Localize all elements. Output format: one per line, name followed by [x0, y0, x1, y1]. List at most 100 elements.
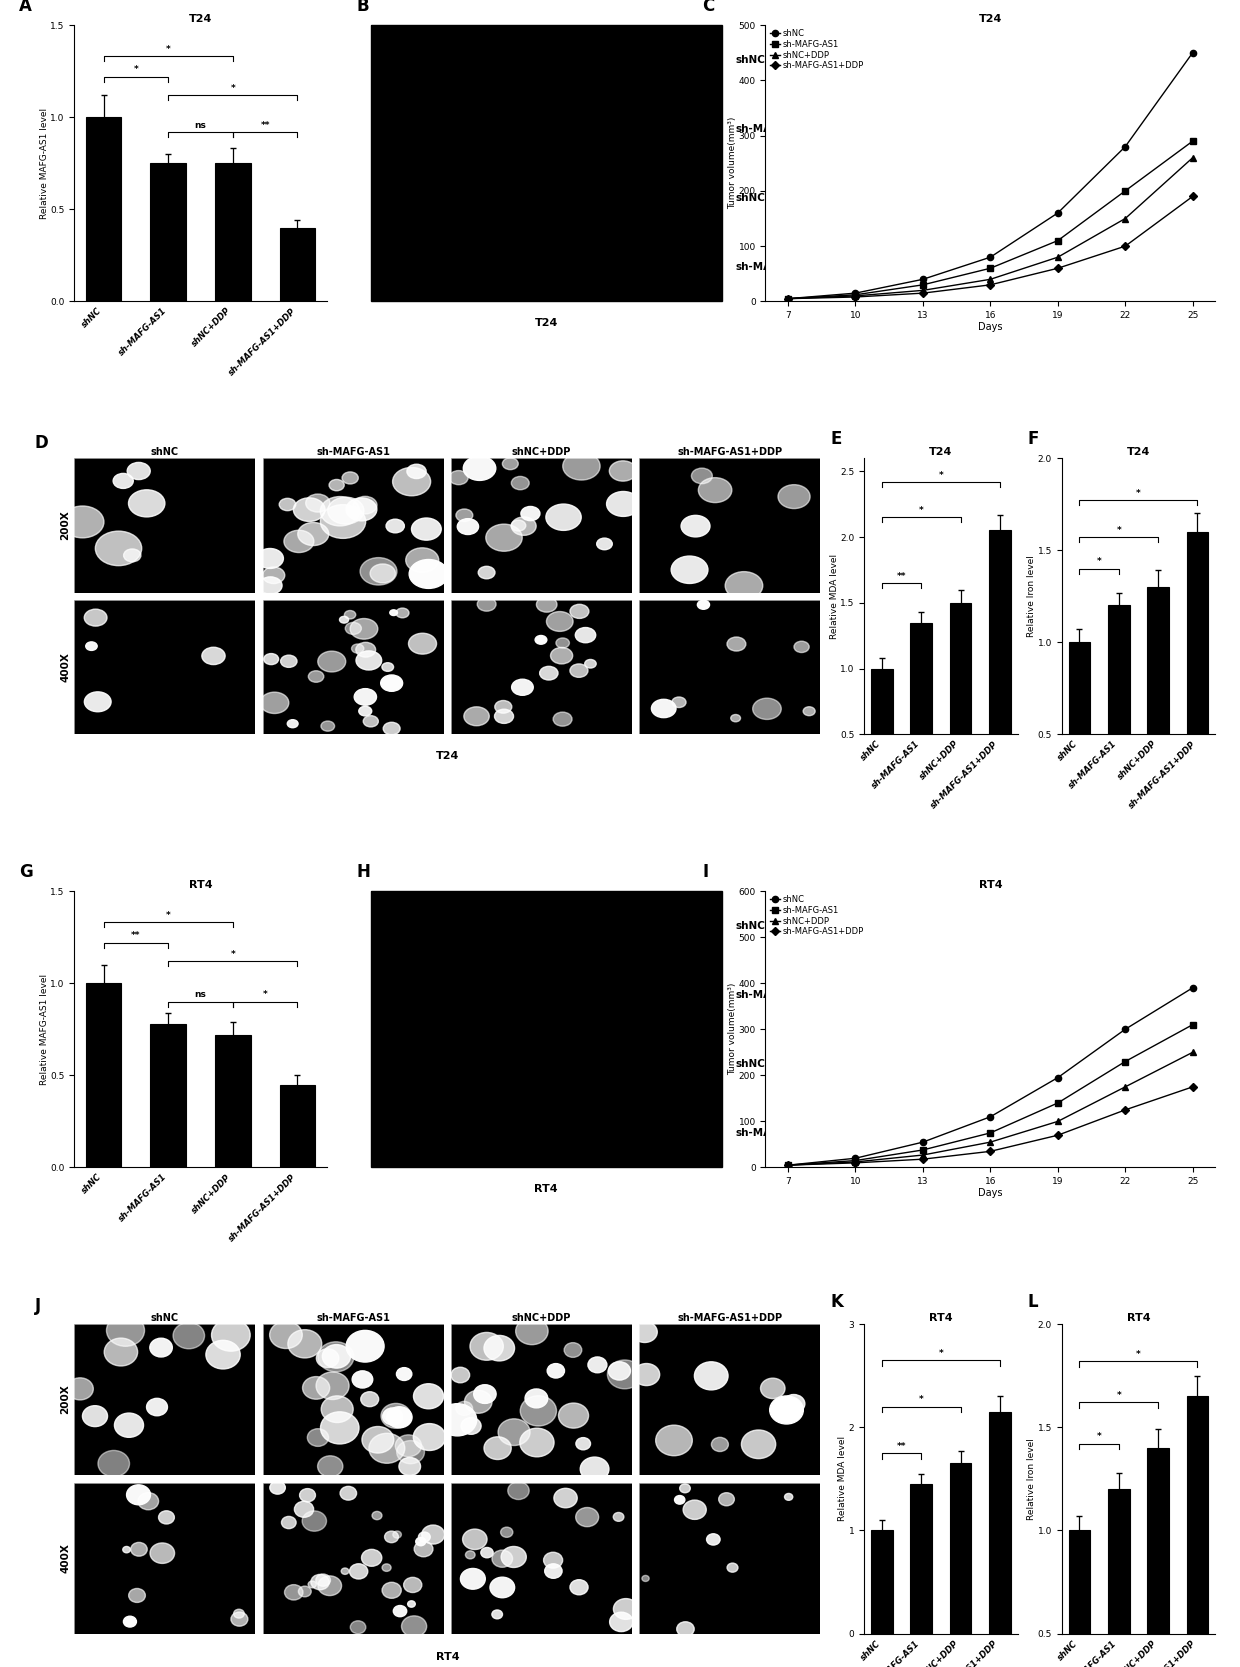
Circle shape [632, 1322, 657, 1342]
Circle shape [362, 1549, 382, 1567]
shNC [1117, 137, 1132, 157]
Circle shape [742, 1430, 776, 1459]
Text: sh-MAFG-AS1+DDP: sh-MAFG-AS1+DDP [735, 262, 848, 272]
shNC [780, 288, 795, 308]
sh-MAFG-AS1+DDP [848, 287, 863, 307]
shNC [983, 1107, 998, 1127]
Text: sh-MAFG-AS1: sh-MAFG-AS1 [735, 990, 815, 1000]
Line: shNC+DDP: shNC+DDP [785, 155, 1195, 302]
Circle shape [350, 618, 378, 638]
Circle shape [383, 1409, 401, 1422]
Circle shape [345, 622, 361, 635]
shNC+DDP [915, 1145, 930, 1165]
X-axis label: Days: Days [978, 1187, 1003, 1197]
Y-axis label: 200X: 200X [61, 510, 71, 540]
Circle shape [352, 1370, 373, 1389]
Circle shape [402, 1615, 427, 1637]
Circle shape [413, 1384, 444, 1409]
Circle shape [634, 1364, 660, 1385]
shNC [915, 270, 930, 290]
sh-MAFG-AS1+DDP [780, 288, 795, 308]
Circle shape [345, 610, 356, 618]
sh-MAFG-AS1+DDP [1050, 1125, 1065, 1145]
Circle shape [356, 642, 376, 657]
shNC+DDP [780, 288, 795, 308]
Text: *: * [919, 507, 924, 515]
Circle shape [124, 1617, 136, 1627]
Circle shape [570, 1580, 588, 1595]
Circle shape [104, 1339, 138, 1365]
Circle shape [84, 692, 112, 712]
Circle shape [456, 508, 472, 522]
sh-MAFG-AS1+DDP [1117, 237, 1132, 257]
Circle shape [609, 1362, 630, 1380]
Circle shape [465, 1390, 492, 1414]
Circle shape [360, 557, 397, 585]
sh-MAFG-AS1 [848, 1150, 863, 1170]
Legend: shNC, sh-MAFG-AS1, shNC+DDP, sh-MAFG-AS1+DDP: shNC, sh-MAFG-AS1, shNC+DDP, sh-MAFG-AS1… [770, 895, 864, 937]
Text: T24: T24 [435, 752, 459, 762]
Circle shape [358, 707, 372, 715]
shNC+DDP [983, 270, 998, 290]
Circle shape [397, 1440, 424, 1464]
Circle shape [558, 1404, 589, 1429]
Title: shNC+DDP: shNC+DDP [512, 447, 572, 457]
Circle shape [464, 707, 490, 725]
Circle shape [575, 1507, 599, 1527]
Circle shape [463, 1529, 487, 1550]
Circle shape [564, 1342, 582, 1357]
Circle shape [520, 1429, 554, 1457]
Text: *: * [1116, 1390, 1121, 1400]
Bar [1069, 1530, 1090, 1667]
shNC+DDP [1185, 148, 1200, 168]
Text: *: * [134, 65, 139, 75]
Circle shape [546, 503, 582, 530]
shNC+DDP [1050, 1112, 1065, 1132]
Circle shape [317, 1455, 343, 1477]
Circle shape [107, 1315, 145, 1347]
Circle shape [543, 1552, 563, 1569]
Circle shape [361, 1392, 378, 1407]
Y-axis label: Relative MAFG-AS1 level: Relative MAFG-AS1 level [40, 974, 48, 1085]
Bar [950, 1464, 971, 1634]
Circle shape [451, 1367, 470, 1384]
Circle shape [288, 720, 298, 728]
sh-MAFG-AS1 [915, 1140, 930, 1160]
Circle shape [317, 1342, 353, 1372]
shNC+DDP [915, 280, 930, 300]
Circle shape [279, 498, 296, 510]
Y-axis label: 200X: 200X [61, 1385, 71, 1415]
sh-MAFG-AS1 [983, 258, 998, 278]
shNC [983, 247, 998, 267]
Bar [150, 1024, 186, 1167]
Bar [910, 622, 932, 800]
Circle shape [393, 467, 430, 495]
Circle shape [525, 1389, 548, 1409]
Bar [86, 984, 122, 1167]
Circle shape [257, 548, 284, 568]
Circle shape [393, 1605, 407, 1617]
Bar [910, 1484, 932, 1634]
sh-MAFG-AS1+DDP [1117, 1100, 1132, 1120]
shNC [1050, 203, 1065, 223]
sh-MAFG-AS1+DDP [915, 1149, 930, 1169]
Circle shape [67, 1379, 93, 1400]
shNC [848, 1149, 863, 1169]
shNC [915, 1132, 930, 1152]
Circle shape [393, 1530, 402, 1539]
Circle shape [86, 642, 97, 650]
Circle shape [346, 498, 377, 520]
Circle shape [383, 722, 401, 735]
Text: shNC+DDP: shNC+DDP [735, 1059, 799, 1069]
Circle shape [129, 1589, 145, 1602]
Circle shape [580, 1457, 609, 1480]
Bar [1147, 587, 1169, 827]
Circle shape [610, 1612, 632, 1632]
Circle shape [329, 480, 345, 490]
Circle shape [269, 1322, 303, 1349]
Bar [1069, 642, 1090, 827]
Circle shape [356, 650, 382, 670]
Y-axis label: Tumor volume(mm³): Tumor volume(mm³) [728, 984, 737, 1075]
Circle shape [501, 1547, 526, 1567]
Title: T24: T24 [978, 15, 1002, 25]
